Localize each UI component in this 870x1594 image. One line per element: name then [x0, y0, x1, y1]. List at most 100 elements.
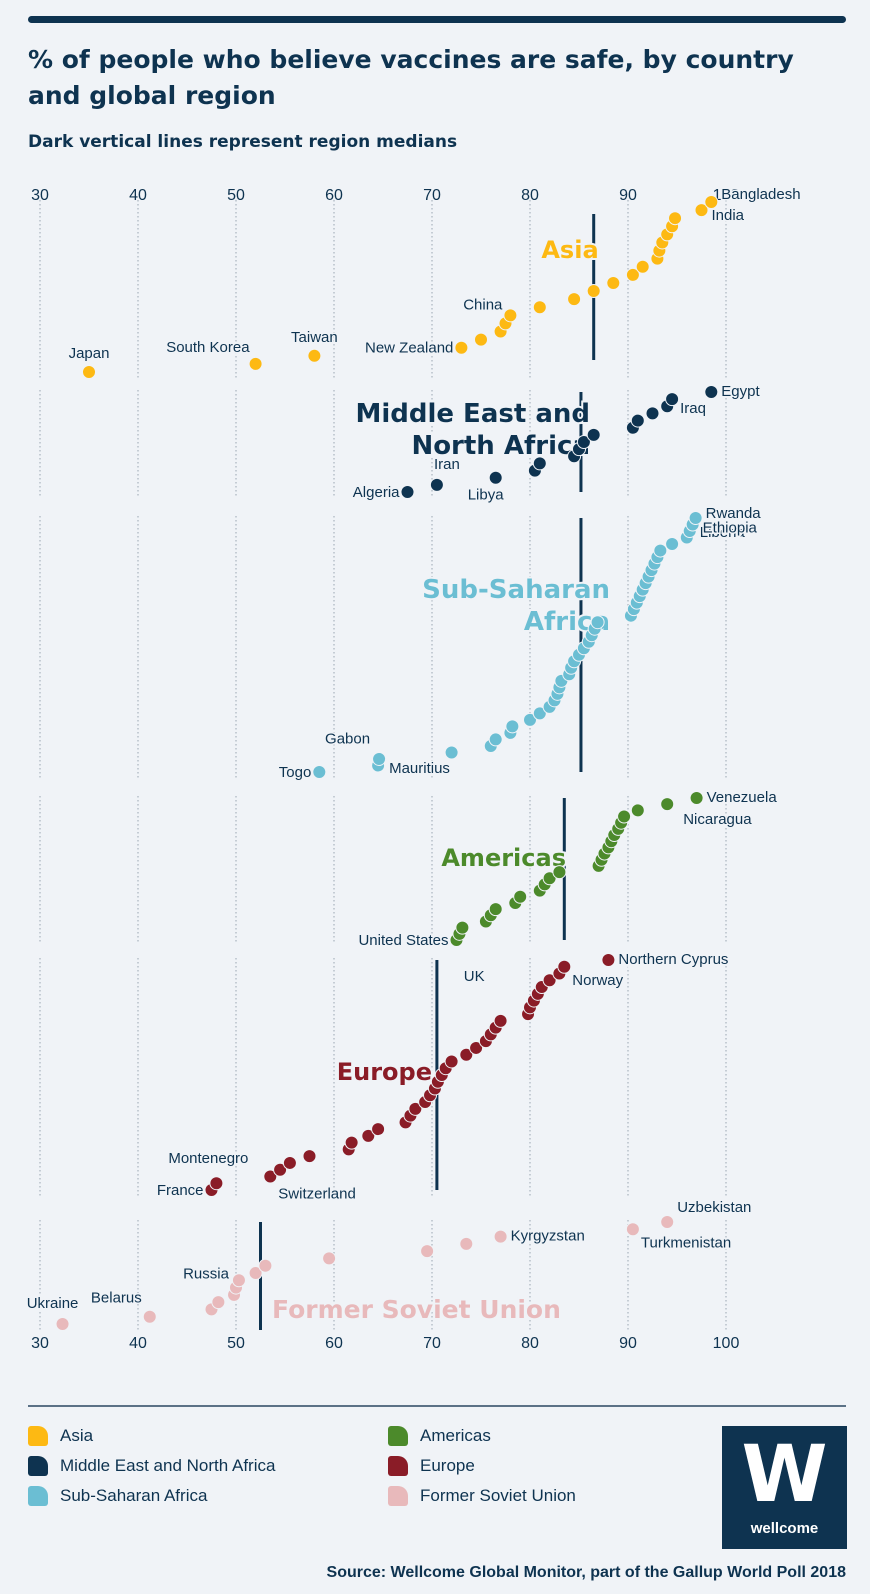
legend-item-americas: Americas — [388, 1424, 491, 1448]
data-point — [142, 1309, 157, 1324]
data-point — [344, 1135, 359, 1150]
country-label: Togo — [279, 764, 312, 781]
data-point — [665, 392, 680, 407]
country-label: UK — [464, 968, 485, 985]
chart-title: % of people who believe vaccines are saf… — [28, 45, 794, 110]
region-label: Americas — [441, 844, 566, 872]
data-point — [488, 732, 503, 747]
data-point — [552, 865, 567, 880]
legend-item-fsu: Former Soviet Union — [388, 1484, 576, 1508]
source-note: Source: Wellcome Global Monitor, part of… — [326, 1564, 846, 1581]
data-point — [532, 456, 547, 471]
country-label: China — [463, 296, 503, 313]
data-point — [625, 267, 640, 282]
country-label: India — [712, 207, 745, 224]
legend-swatch-asia — [28, 1426, 48, 1446]
x-tick-label-bottom: 30 — [31, 1335, 49, 1352]
legend-swatch-mena — [28, 1456, 48, 1476]
country-label: Algeria — [353, 484, 400, 501]
data-point — [273, 1162, 288, 1177]
data-point — [469, 1040, 484, 1055]
data-point — [523, 712, 537, 727]
data-point — [542, 973, 557, 988]
legend-divider — [28, 1405, 846, 1407]
data-point — [82, 365, 96, 379]
data-point — [586, 427, 601, 442]
country-label: Taiwan — [291, 329, 338, 346]
x-tick-label-bottom: 60 — [325, 1335, 343, 1352]
legend-swatch-americas — [388, 1426, 408, 1446]
data-point — [322, 1251, 337, 1266]
legend: Asia Middle East and North Africa Sub-Sa… — [28, 1424, 848, 1519]
legend-swatch-europe — [388, 1456, 408, 1476]
data-point — [429, 477, 444, 492]
data-point — [625, 1222, 640, 1237]
x-tick-label-top: 100 — [713, 187, 740, 204]
data-point — [689, 791, 704, 805]
data-point — [372, 751, 387, 766]
legend-label: Europe — [420, 1456, 475, 1475]
data-point — [542, 871, 557, 886]
data-point — [488, 902, 503, 917]
legend-label: Former Soviet Union — [420, 1486, 576, 1505]
data-point — [704, 195, 719, 209]
data-point — [231, 1273, 246, 1288]
data-point — [55, 1317, 70, 1331]
country-label: Belarus — [91, 1290, 142, 1307]
country-label: Gabon — [325, 730, 370, 747]
data-point — [653, 543, 668, 558]
data-point — [248, 356, 263, 371]
legend-swatch-ssa — [28, 1486, 48, 1506]
data-point — [660, 1215, 675, 1229]
data-point — [258, 1258, 273, 1273]
data-point — [590, 615, 605, 630]
data-point — [586, 284, 601, 299]
x-tick-label-top: 40 — [129, 187, 147, 204]
legend-item-ssa: Sub-Saharan Africa — [28, 1484, 207, 1508]
data-point — [408, 1101, 423, 1116]
data-point — [400, 485, 415, 499]
country-label: New Zealand — [365, 340, 453, 357]
country-label: Libya — [468, 487, 505, 504]
region-label: Sub-Saharan — [422, 575, 610, 605]
data-point — [474, 332, 488, 347]
x-tick-label-top: 80 — [521, 187, 539, 204]
data-point — [209, 1176, 224, 1191]
legend-label: Middle East and North Africa — [60, 1456, 276, 1475]
country-label: Kyrgyzstan — [511, 1228, 585, 1245]
legend-item-europe: Europe — [388, 1454, 475, 1478]
country-label: South Korea — [166, 339, 250, 356]
data-point — [557, 959, 572, 974]
data-point — [493, 1229, 508, 1244]
data-point — [503, 308, 518, 323]
legend-label: Americas — [420, 1426, 491, 1445]
x-tick-label-bottom: 90 — [619, 1335, 637, 1352]
data-point — [617, 809, 632, 824]
country-label: Turkmenistan — [641, 1234, 731, 1251]
x-tick-label-bottom: 40 — [129, 1335, 147, 1352]
data-point — [248, 1266, 263, 1280]
data-point — [694, 203, 709, 218]
country-label: Ukraine — [27, 1295, 79, 1312]
data-point — [459, 1047, 474, 1062]
vaccine-safety-chart: 30 30 40 40 50 50 60 60 70 70 80 80 90 90 100 100 Asia Ja… — [25, 185, 802, 1353]
legend-label: Sub-Saharan Africa — [60, 1486, 208, 1505]
x-tick-label-top: 60 — [325, 187, 343, 204]
region-label: Middle East and — [355, 399, 590, 429]
data-point — [532, 300, 547, 315]
data-point — [454, 340, 469, 355]
country-label: Mauritius — [389, 760, 450, 777]
country-label: Northern Cyprus — [618, 951, 728, 968]
country-label: Iraq — [680, 400, 706, 417]
data-point — [282, 1155, 297, 1170]
data-point — [532, 706, 547, 721]
data-point — [263, 1169, 278, 1184]
x-tick-label-top: 30 — [31, 187, 49, 204]
country-label: Norway — [572, 972, 623, 989]
legend-item-mena: Middle East and North Africa — [28, 1454, 275, 1478]
data-point — [660, 797, 675, 812]
data-point — [371, 1122, 386, 1137]
logo-mark: W — [741, 1430, 828, 1520]
data-point — [688, 511, 703, 525]
chart-subtitle: Dark vertical lines represent region med… — [28, 132, 458, 152]
